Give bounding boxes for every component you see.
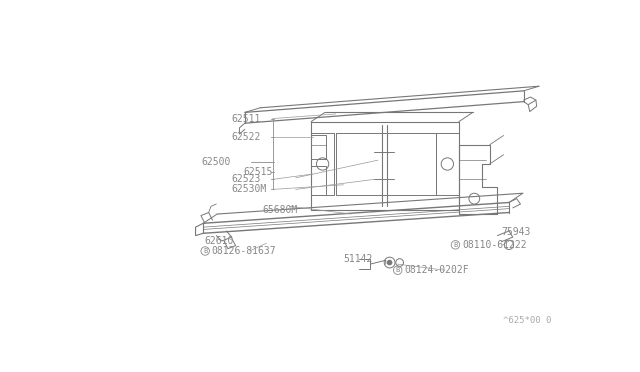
Text: B: B	[203, 248, 207, 254]
Text: 62610: 62610	[205, 236, 234, 246]
Text: ^625*00 0: ^625*00 0	[503, 316, 551, 325]
Text: 51142: 51142	[344, 254, 372, 264]
Text: 62522: 62522	[232, 132, 261, 142]
Text: 65680M: 65680M	[262, 205, 298, 215]
Text: 62530M: 62530M	[232, 185, 267, 195]
Text: 75943: 75943	[501, 227, 531, 237]
Text: 08110-61222: 08110-61222	[462, 240, 527, 250]
Text: B: B	[396, 267, 400, 273]
Text: 62511: 62511	[232, 113, 261, 124]
Text: 62523: 62523	[232, 174, 261, 185]
Text: 08124-0202F: 08124-0202F	[404, 265, 469, 275]
Text: 62500: 62500	[201, 157, 230, 167]
Text: B: B	[453, 242, 458, 248]
Circle shape	[387, 260, 392, 265]
Text: 08126-81637: 08126-81637	[212, 246, 276, 256]
Text: 62515: 62515	[243, 167, 273, 177]
